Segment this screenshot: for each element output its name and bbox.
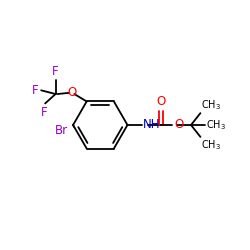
Text: O: O <box>174 118 184 132</box>
Text: CH$_3$: CH$_3$ <box>206 118 226 132</box>
Text: O: O <box>156 95 165 108</box>
Text: NH: NH <box>143 118 160 132</box>
Text: CH$_3$: CH$_3$ <box>202 138 222 152</box>
Text: F: F <box>52 65 59 78</box>
Text: CH$_3$: CH$_3$ <box>202 98 222 112</box>
Text: O: O <box>68 86 77 99</box>
Text: Br: Br <box>55 124 68 137</box>
Text: F: F <box>32 84 39 97</box>
Text: F: F <box>40 106 47 119</box>
